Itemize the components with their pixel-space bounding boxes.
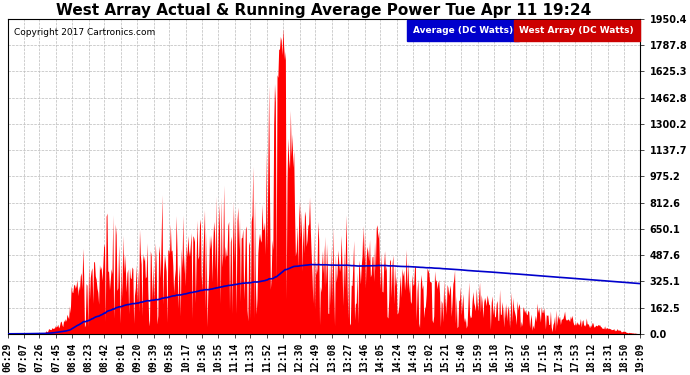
Legend: Average (DC Watts), West Array (DC Watts): Average (DC Watts), West Array (DC Watts… <box>408 24 636 37</box>
Title: West Array Actual & Running Average Power Tue Apr 11 19:24: West Array Actual & Running Average Powe… <box>57 3 592 18</box>
Text: Copyright 2017 Cartronics.com: Copyright 2017 Cartronics.com <box>14 28 155 38</box>
